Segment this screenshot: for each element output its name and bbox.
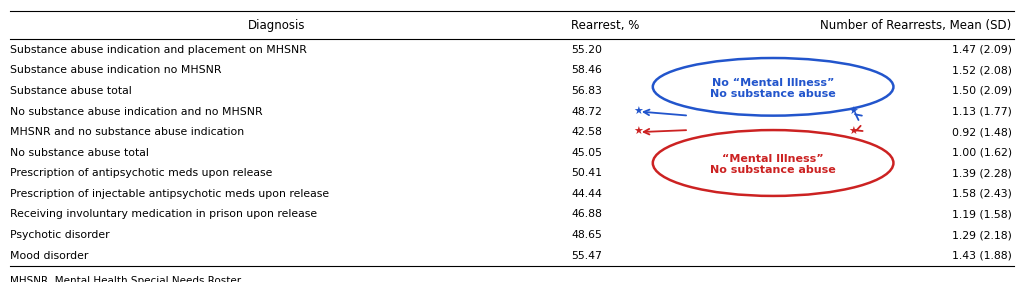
Text: Substance abuse total: Substance abuse total — [10, 86, 132, 96]
Text: No “Mental Illness”: No “Mental Illness” — [712, 78, 835, 88]
Text: 1.13 (1.77): 1.13 (1.77) — [952, 107, 1012, 116]
Text: 1.58 (2.43): 1.58 (2.43) — [952, 189, 1012, 199]
Text: ★: ★ — [848, 127, 858, 137]
Text: Diagnosis: Diagnosis — [248, 19, 305, 32]
Text: Number of Rearrests, Mean (SD): Number of Rearrests, Mean (SD) — [820, 19, 1012, 32]
Text: 48.65: 48.65 — [571, 230, 602, 240]
Text: ★: ★ — [633, 107, 643, 116]
Text: 50.41: 50.41 — [571, 168, 602, 178]
Text: 44.44: 44.44 — [571, 189, 602, 199]
Text: 1.19 (1.58): 1.19 (1.58) — [952, 210, 1012, 219]
Text: 1.50 (2.09): 1.50 (2.09) — [951, 86, 1012, 96]
Text: 55.47: 55.47 — [571, 251, 602, 261]
Text: 56.83: 56.83 — [571, 86, 602, 96]
Text: No substance abuse total: No substance abuse total — [10, 148, 150, 158]
Text: 42.58: 42.58 — [571, 127, 602, 137]
Text: MHSNR and no substance abuse indication: MHSNR and no substance abuse indication — [10, 127, 245, 137]
Text: 58.46: 58.46 — [571, 65, 602, 75]
Text: Prescription of antipsychotic meds upon release: Prescription of antipsychotic meds upon … — [10, 168, 272, 178]
Text: Receiving involuntary medication in prison upon release: Receiving involuntary medication in pris… — [10, 210, 317, 219]
Text: Psychotic disorder: Psychotic disorder — [10, 230, 110, 240]
Text: 55.20: 55.20 — [571, 45, 602, 55]
Text: 1.29 (2.18): 1.29 (2.18) — [952, 230, 1012, 240]
Text: Substance abuse indication no MHSNR: Substance abuse indication no MHSNR — [10, 65, 222, 75]
Text: 1.39 (2.28): 1.39 (2.28) — [952, 168, 1012, 178]
Text: 48.72: 48.72 — [571, 107, 602, 116]
Text: 1.43 (1.88): 1.43 (1.88) — [952, 251, 1012, 261]
Text: No substance abuse indication and no MHSNR: No substance abuse indication and no MHS… — [10, 107, 263, 116]
Text: No substance abuse: No substance abuse — [711, 89, 836, 99]
Text: No substance abuse: No substance abuse — [711, 165, 836, 175]
Text: Prescription of injectable antipsychotic meds upon release: Prescription of injectable antipsychotic… — [10, 189, 330, 199]
Text: Rearrest, %: Rearrest, % — [571, 19, 640, 32]
Text: MHSNR, Mental Health Special Needs Roster.: MHSNR, Mental Health Special Needs Roste… — [10, 276, 244, 282]
Text: 45.05: 45.05 — [571, 148, 602, 158]
Text: 0.92 (1.48): 0.92 (1.48) — [951, 127, 1012, 137]
Text: ★: ★ — [848, 107, 858, 116]
Text: ★: ★ — [633, 127, 643, 137]
Text: Substance abuse indication and placement on MHSNR: Substance abuse indication and placement… — [10, 45, 307, 55]
Text: 1.00 (1.62): 1.00 (1.62) — [951, 148, 1012, 158]
Text: “Mental Illness”: “Mental Illness” — [722, 154, 824, 164]
Text: 1.47 (2.09): 1.47 (2.09) — [951, 45, 1012, 55]
Text: 46.88: 46.88 — [571, 210, 602, 219]
Text: 1.52 (2.08): 1.52 (2.08) — [951, 65, 1012, 75]
Text: Mood disorder: Mood disorder — [10, 251, 89, 261]
